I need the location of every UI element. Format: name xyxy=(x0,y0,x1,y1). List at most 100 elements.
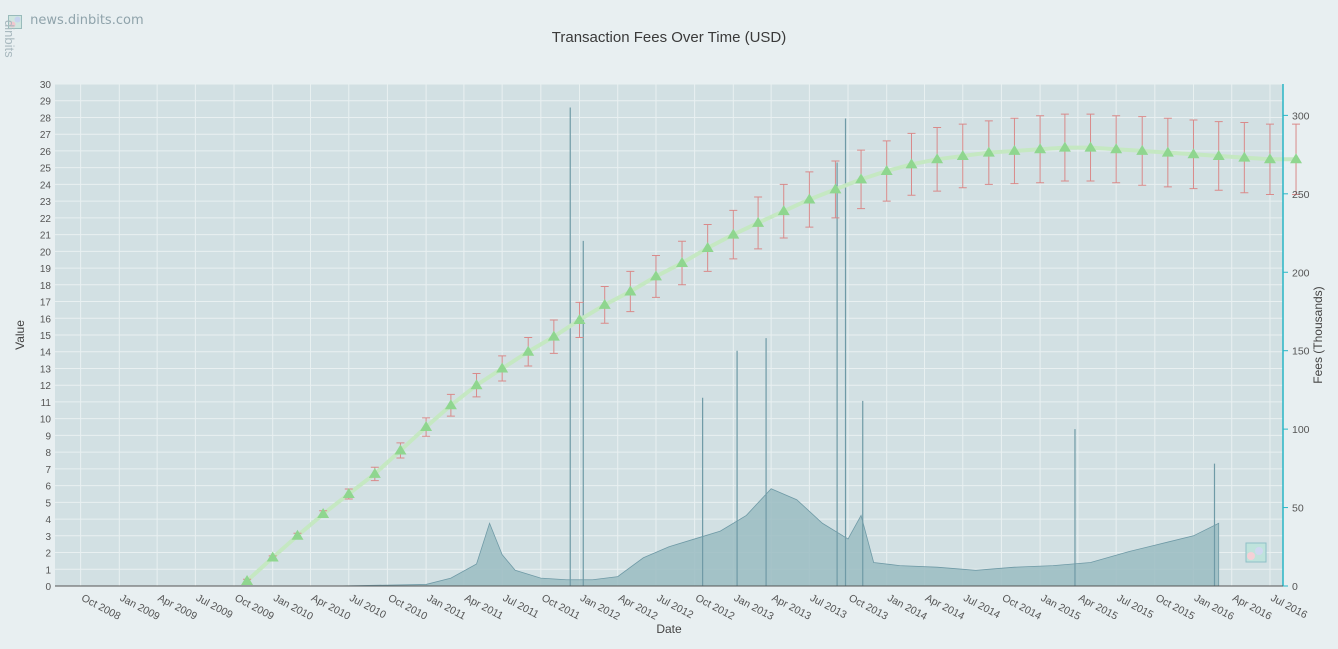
trend-point[interactable] xyxy=(1084,141,1097,152)
x-tick-label: Jul 2010 xyxy=(347,592,388,621)
fees-area xyxy=(119,488,1220,587)
y-tick-label-left: 22 xyxy=(40,214,52,225)
trend-point[interactable] xyxy=(727,228,740,239)
y-tick-label-left: 18 xyxy=(40,281,52,292)
trend-point[interactable] xyxy=(598,298,611,309)
trend-point[interactable] xyxy=(368,467,381,478)
y-tick-label-left: 13 xyxy=(40,364,52,375)
x-tick-label: Jul 2013 xyxy=(808,592,849,621)
y-tick-label-left: 3 xyxy=(45,532,51,543)
x-tick-label: Oct 2014 xyxy=(1000,592,1043,623)
trend-point[interactable] xyxy=(777,205,790,216)
trend-point[interactable] xyxy=(496,362,509,373)
y-tick-label-left: 14 xyxy=(40,348,52,359)
trend-point[interactable] xyxy=(1008,144,1021,155)
trend-point[interactable] xyxy=(444,399,457,410)
trend-point[interactable] xyxy=(829,183,842,194)
trend-point[interactable] xyxy=(1187,148,1200,159)
x-tick-label: Oct 2009 xyxy=(233,592,276,623)
x-tick-label: Jan 2015 xyxy=(1039,592,1083,623)
trend-point[interactable] xyxy=(573,313,586,324)
y-tick-label-left: 27 xyxy=(40,130,52,141)
x-tick-label: Jul 2011 xyxy=(501,592,541,621)
trend-point[interactable] xyxy=(931,153,944,164)
y-tick-label-right: 250 xyxy=(1292,189,1310,201)
x-tick-label: Apr 2011 xyxy=(463,592,506,622)
x-tick-label: Oct 2012 xyxy=(693,592,736,623)
trend-point[interactable] xyxy=(905,158,918,169)
grid-lines xyxy=(55,83,1283,587)
trend-point[interactable] xyxy=(522,345,535,356)
y-tick-label-left: 7 xyxy=(45,465,51,476)
trend-point[interactable] xyxy=(1058,141,1071,152)
y-tick-label-left: 28 xyxy=(40,113,52,124)
x-tick-label: Apr 2009 xyxy=(156,592,199,623)
y-tick-label-left: 20 xyxy=(40,247,52,258)
trend-point[interactable] xyxy=(1263,153,1276,164)
trend-point[interactable] xyxy=(291,529,304,540)
trend-point[interactable] xyxy=(1161,146,1174,157)
y-tick-label-right: 200 xyxy=(1292,267,1310,279)
trend-point[interactable] xyxy=(956,149,969,160)
trend-point[interactable] xyxy=(1110,143,1123,154)
y-axis-label-left: Value xyxy=(13,320,27,350)
y-tick-label-right: 300 xyxy=(1292,110,1310,122)
y-tick-label-left: 19 xyxy=(40,264,52,275)
watermark-url[interactable]: news.dinbits.com xyxy=(30,13,144,28)
trend-point[interactable] xyxy=(676,257,689,268)
x-tick-label: Jul 2014 xyxy=(961,592,1002,621)
x-tick-label: Jul 2012 xyxy=(655,592,696,621)
trend-point[interactable] xyxy=(855,173,868,184)
x-tick-label: Apr 2012 xyxy=(616,592,659,623)
fees-area-series xyxy=(119,107,1220,587)
trend-point[interactable] xyxy=(1034,143,1047,154)
watermark-brand: dinbits xyxy=(2,20,17,58)
trend-point[interactable] xyxy=(420,421,433,432)
y-tick-label-left: 25 xyxy=(40,164,52,175)
trend-point[interactable] xyxy=(317,508,330,519)
x-tick-label: Apr 2014 xyxy=(923,592,966,623)
y-tick-label-left: 26 xyxy=(40,147,52,158)
y-tick-label-left: 29 xyxy=(40,97,52,108)
y-tick-label-left: 11 xyxy=(41,398,52,409)
x-tick-label: Jan 2014 xyxy=(885,592,929,623)
x-tick-label: Oct 2015 xyxy=(1153,592,1196,623)
watermark: news.dinbits.com xyxy=(8,10,144,29)
x-tick-label: Jul 2015 xyxy=(1115,592,1156,621)
trend-point[interactable] xyxy=(394,444,407,455)
x-tick-label: Oct 2013 xyxy=(847,592,890,623)
trend-point[interactable] xyxy=(1212,149,1225,160)
y-tick-label-left: 17 xyxy=(40,298,52,309)
chart-title: Transaction Fees Over Time (USD) xyxy=(552,29,787,46)
trend-point[interactable] xyxy=(547,330,560,341)
x-tick-label: Oct 2008 xyxy=(79,592,122,623)
trend-point[interactable] xyxy=(1290,153,1303,164)
y-tick-label-left: 24 xyxy=(40,180,52,191)
y-tick-label-left: 15 xyxy=(40,331,52,342)
trend-point[interactable] xyxy=(342,487,355,498)
trend-point[interactable] xyxy=(624,285,637,296)
trend-point[interactable] xyxy=(880,165,893,176)
trend-point[interactable] xyxy=(241,574,254,585)
trend-point[interactable] xyxy=(982,146,995,157)
x-tick-label: Apr 2015 xyxy=(1077,592,1120,623)
x-tick-label: Jan 2009 xyxy=(118,592,162,623)
trend-point[interactable] xyxy=(649,270,662,281)
y-tick-label-left: 9 xyxy=(45,431,51,442)
trend-point[interactable] xyxy=(701,241,714,252)
y-tick-label-left: 0 xyxy=(45,582,51,593)
trend-point[interactable] xyxy=(803,193,816,204)
y-tick-label-left: 1 xyxy=(45,565,51,576)
x-tick-label: Jan 2016 xyxy=(1192,592,1236,623)
trend-point[interactable] xyxy=(1136,144,1149,155)
trend-point[interactable] xyxy=(470,379,483,390)
x-tick-label: Jul 2016 xyxy=(1269,592,1310,621)
y-tick-label-left: 8 xyxy=(45,448,51,459)
y-tick-label-left: 10 xyxy=(40,415,52,426)
trend-point[interactable] xyxy=(266,551,279,562)
trend-point[interactable] xyxy=(752,216,765,227)
corner-logo-icon xyxy=(1245,542,1267,563)
trend-point[interactable] xyxy=(1238,151,1251,162)
x-tick-label: Jan 2013 xyxy=(732,592,776,623)
